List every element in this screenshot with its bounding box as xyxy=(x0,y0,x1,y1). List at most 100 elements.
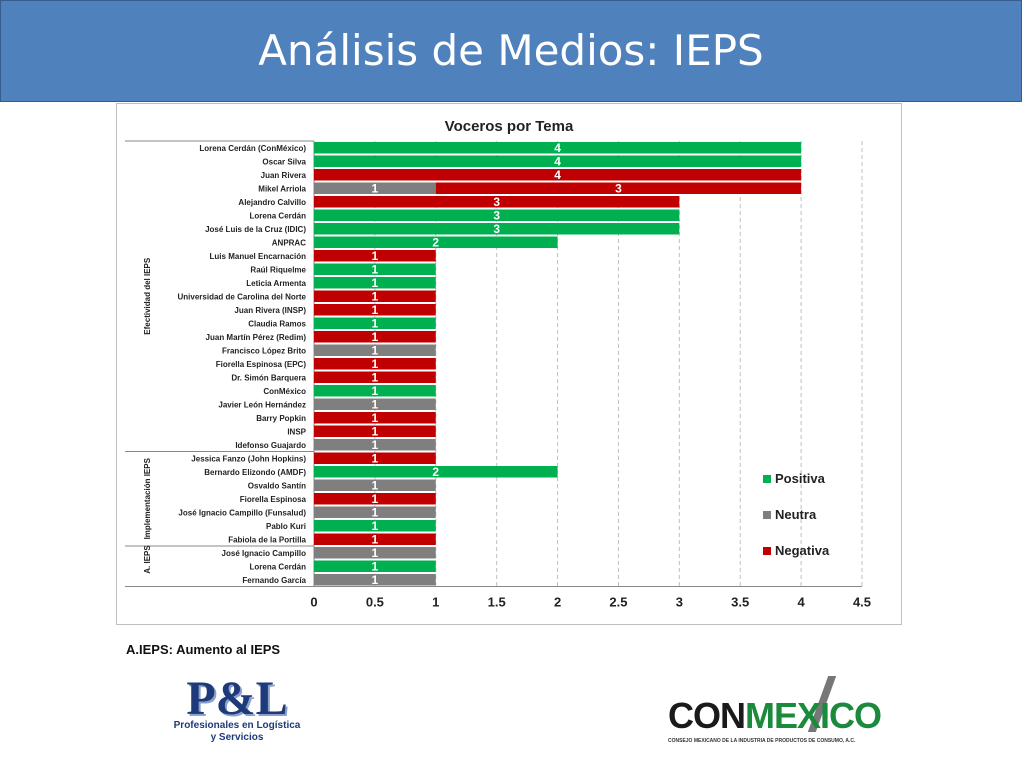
footnote: A.IEPS: Aumento al IEPS xyxy=(126,642,281,657)
chart-frame: Voceros por Tema 0 0.5 1 1.5 2 2.5 3 3.5 4 4.5 Lore… xyxy=(116,103,902,625)
category-label: ConMéxico xyxy=(263,387,306,396)
category-label: Alejandro Calvillo xyxy=(238,198,306,207)
category-label: Lorena Cerdán (ConMéxico) xyxy=(199,144,306,153)
x-tick-label: 3 xyxy=(676,595,683,610)
bar-segment-positiva xyxy=(314,263,436,275)
slide-title: Análisis de Medios: IEPS xyxy=(258,26,764,75)
conmexico-subtitle: CONSEJO MEXICANO DE LA INDUSTRIA DE PROD… xyxy=(668,738,856,744)
category-label: Fiorella Espinosa xyxy=(240,495,307,504)
category-label: Juan Martín Pérez (Redim) xyxy=(206,333,307,342)
category-label: Leticia Armenta xyxy=(246,279,306,288)
data-label: 1 xyxy=(372,505,379,519)
category-label: Universidad de Carolina del Norte xyxy=(178,292,307,301)
data-label: 1 xyxy=(372,519,379,533)
category-label: Juan Rivera xyxy=(261,171,307,180)
category-label: Oscar Silva xyxy=(262,157,306,166)
data-label: 1 xyxy=(372,357,379,371)
bar-segment-negativa xyxy=(314,358,436,370)
category-label: José Ignacio Campillo xyxy=(222,549,307,558)
data-label: 1 xyxy=(372,276,379,290)
category-label: José Ignacio Campillo (Funsalud) xyxy=(178,508,306,517)
bar-segment-positiva xyxy=(314,385,436,397)
bar-segment-negativa xyxy=(314,290,436,302)
bar-segment-negativa xyxy=(435,182,802,194)
group-label: Efectividad del IEPS xyxy=(143,257,152,335)
bar-segment-negativa xyxy=(314,250,436,262)
bar-segment-neutra xyxy=(314,344,436,356)
pl-logo-line2: y Servicios xyxy=(210,732,264,743)
data-label: 1 xyxy=(372,384,379,398)
data-label: 3 xyxy=(493,222,500,236)
data-label: 1 xyxy=(372,546,379,560)
bar-segment-neutra xyxy=(314,506,436,518)
data-label: 3 xyxy=(615,181,622,195)
bar-segment-positiva xyxy=(314,317,436,329)
bar-segment-negativa xyxy=(314,412,436,424)
pl-logo: P&L Profesionales en Logística y Servici… xyxy=(172,674,302,754)
category-label: Bernardo Elizondo (AMDF) xyxy=(204,468,306,477)
legend-swatch-neutra xyxy=(763,511,771,519)
data-label: 1 xyxy=(372,289,379,303)
data-label: 1 xyxy=(372,532,379,546)
conmexico-word-mexico: MEXICO xyxy=(745,695,882,736)
category-label: Barry Popkin xyxy=(256,414,306,423)
legend-swatch-positiva xyxy=(763,475,771,483)
category-label: Dr. Simón Barquera xyxy=(231,373,306,382)
category-label: Mikel Arriola xyxy=(258,184,306,193)
title-bar: Análisis de Medios: IEPS xyxy=(0,0,1022,102)
chart-title: Voceros por Tema xyxy=(445,118,574,135)
category-label: Francisco López Brito xyxy=(222,346,306,355)
category-label: Fernando García xyxy=(242,576,306,585)
data-label: 4 xyxy=(554,168,561,182)
pl-logo-letters: P&L xyxy=(186,672,288,725)
data-label: 1 xyxy=(372,262,379,276)
legend-swatch-negativa xyxy=(763,547,771,555)
group-label: Implementación IEPS xyxy=(143,457,152,539)
x-tick-label: 1 xyxy=(432,595,439,610)
x-tick-label: 2 xyxy=(554,595,561,610)
data-label: 1 xyxy=(372,478,379,492)
category-label: Raúl Riquelme xyxy=(250,265,306,274)
category-label: Juan Rivera (INSP) xyxy=(234,306,306,315)
category-label: Fabiola de la Portilla xyxy=(228,535,306,544)
bar-segment-neutra xyxy=(314,182,436,194)
bar-segment-negativa xyxy=(314,331,436,343)
data-label: 2 xyxy=(432,235,439,249)
group-label: A. IEPS xyxy=(143,545,152,574)
data-label: 3 xyxy=(493,208,500,222)
bar-segment-positiva xyxy=(314,277,436,289)
bar-segment-neutra xyxy=(314,398,436,410)
voceros-chart: Voceros por Tema 0 0.5 1 1.5 2 2.5 3 3.5 4 4.5 Lore… xyxy=(125,118,871,610)
data-label: 1 xyxy=(372,438,379,452)
bar-segment-positiva xyxy=(314,520,436,532)
conmexico-word-con: CON xyxy=(668,695,746,736)
category-label: Fiorella Espinosa (EPC) xyxy=(216,360,307,369)
data-label: 1 xyxy=(372,397,379,411)
category-label: Luis Manuel Encarnación xyxy=(210,252,307,261)
bar-segment-neutra xyxy=(314,574,436,586)
category-label: Lorena Cerdán xyxy=(250,211,307,220)
data-label: 2 xyxy=(432,465,439,479)
bar-segment-positiva xyxy=(314,142,802,154)
bar-segment-positiva xyxy=(314,560,436,572)
conmexico-logo: CONMEXICO CONSEJO MEXICANO DE LA INDUSTR… xyxy=(668,672,882,752)
x-tick-label: 2.5 xyxy=(609,595,627,610)
bar-segment-neutra xyxy=(314,547,436,559)
bar-segment-positiva xyxy=(314,209,680,221)
x-tick-label: 0 xyxy=(310,595,317,610)
x-tick-label: 0.5 xyxy=(366,595,384,610)
data-label: 1 xyxy=(372,343,379,357)
legend-label-neutra: Neutra xyxy=(775,507,817,522)
data-label: 1 xyxy=(372,451,379,465)
bar-segment-positiva xyxy=(314,155,802,167)
bar-segment-neutra xyxy=(314,439,436,451)
data-label: 1 xyxy=(372,316,379,330)
data-label: 1 xyxy=(372,303,379,317)
data-label: 1 xyxy=(372,181,379,195)
category-label: INSP xyxy=(287,427,306,436)
category-label: José Luis de la Cruz (IDIC) xyxy=(205,225,306,234)
data-label: 1 xyxy=(372,424,379,438)
bar-segment-negativa xyxy=(314,452,436,464)
bar-segment-positiva xyxy=(314,236,558,248)
data-label: 1 xyxy=(372,330,379,344)
